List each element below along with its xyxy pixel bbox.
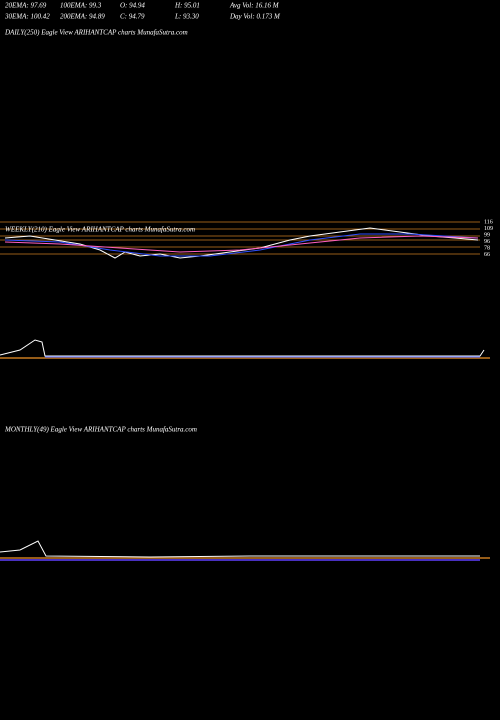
label: 200EMA: 94.89 xyxy=(60,13,105,21)
label: Day Vol: 0.173 M xyxy=(229,13,281,21)
label: 66 xyxy=(484,252,490,258)
label: Avg Vol: 16.16 M xyxy=(229,2,280,10)
monthly-line xyxy=(0,540,480,558)
label: 109 xyxy=(484,226,493,232)
label: O: 94.94 xyxy=(120,2,145,10)
label: L: 93.30 xyxy=(174,13,199,21)
label: 20EMA: 97.69 xyxy=(5,2,47,10)
weekly-ema-pink xyxy=(4,235,479,253)
weekly-levels xyxy=(0,221,480,255)
label: 100EMA: 99.3 xyxy=(60,2,102,10)
label: 116 xyxy=(484,219,493,225)
label: MONTHLY(49) Eagle View ARIHANTCAP charts… xyxy=(4,426,197,434)
label: DAILY(250) Eagle View ARIHANTCAP charts … xyxy=(4,29,188,37)
weekly-volume xyxy=(0,339,485,357)
label: WEEKLY(210) Eagle View ARIHANTCAP charts… xyxy=(5,226,195,234)
label: 96 xyxy=(484,239,490,245)
label: C: 94.79 xyxy=(120,13,145,21)
label: 99 xyxy=(484,232,490,238)
label: 30EMA: 100.42 xyxy=(4,13,50,21)
texts: 20EMA: 97.69 100EMA: 99.3 O: 94.94 H: 95.01… xyxy=(4,2,493,434)
label: H: 95.01 xyxy=(174,2,200,10)
label: 78 xyxy=(484,245,490,251)
